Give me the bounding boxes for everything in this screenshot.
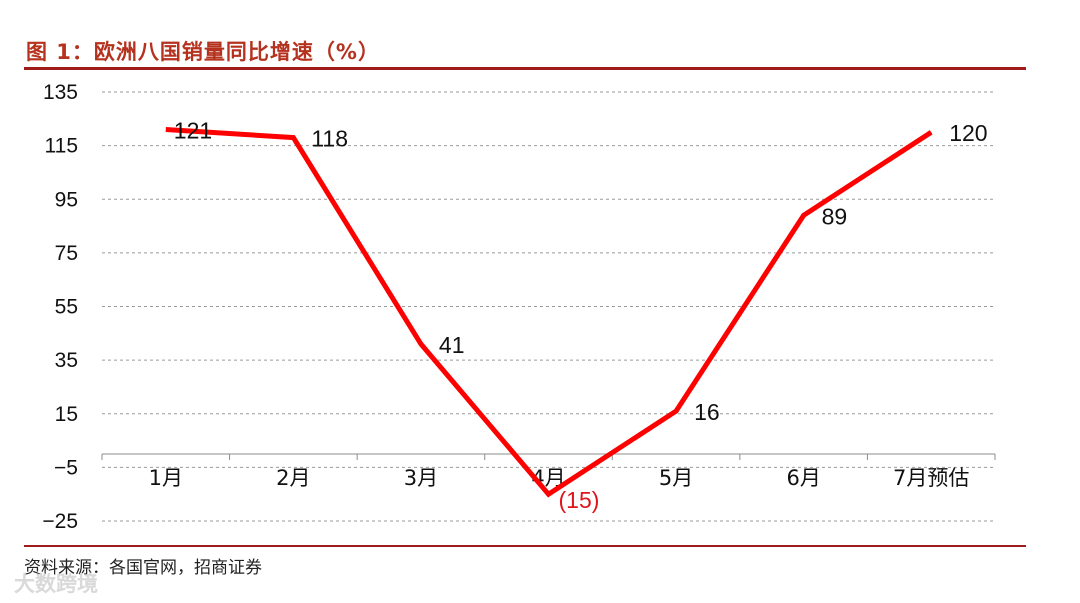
y-tick-label: 135	[43, 81, 78, 104]
data-label: 41	[439, 332, 465, 358]
category-label: 5月	[659, 466, 693, 490]
category-label: 6月	[786, 466, 820, 490]
y-tick-label: −25	[42, 510, 78, 533]
gridlines	[102, 91, 995, 522]
watermark-logo: 大数跨境	[14, 572, 98, 596]
data-label: (15)	[559, 487, 600, 513]
y-tick-label: 75	[55, 242, 78, 265]
category-label: 2月	[276, 466, 310, 490]
y-axis-ticks: 135 115 95 75 55 35 15 −5 −25	[42, 81, 78, 533]
y-tick-label: 35	[55, 349, 78, 372]
data-label: 118	[311, 126, 348, 152]
source-note: 资料来源：各国官网，招商证券	[24, 558, 262, 578]
y-tick-label: 115	[45, 135, 78, 158]
data-label: 89	[822, 203, 848, 229]
title-rule	[24, 67, 1026, 70]
y-tick-label: −5	[54, 456, 78, 479]
y-tick-label: 15	[55, 403, 78, 426]
source-rule	[24, 545, 1026, 547]
series-line	[165, 127, 933, 498]
data-label: 16	[694, 399, 720, 425]
category-label: 1月	[149, 466, 183, 490]
y-tick-label: 55	[55, 296, 78, 319]
series-line-path	[165, 127, 933, 498]
category-label: 3月	[404, 466, 438, 490]
data-label: 121	[174, 118, 212, 144]
category-label: 7月预估	[893, 466, 969, 490]
data-labels: 121 118 41 (15) 16 89 120	[174, 118, 988, 514]
chart-title: 图 1：欧洲八国销量同比增速（%）	[26, 40, 380, 64]
category-axis	[101, 453, 996, 460]
data-label: 120	[949, 120, 987, 146]
y-tick-label: 95	[55, 188, 78, 211]
